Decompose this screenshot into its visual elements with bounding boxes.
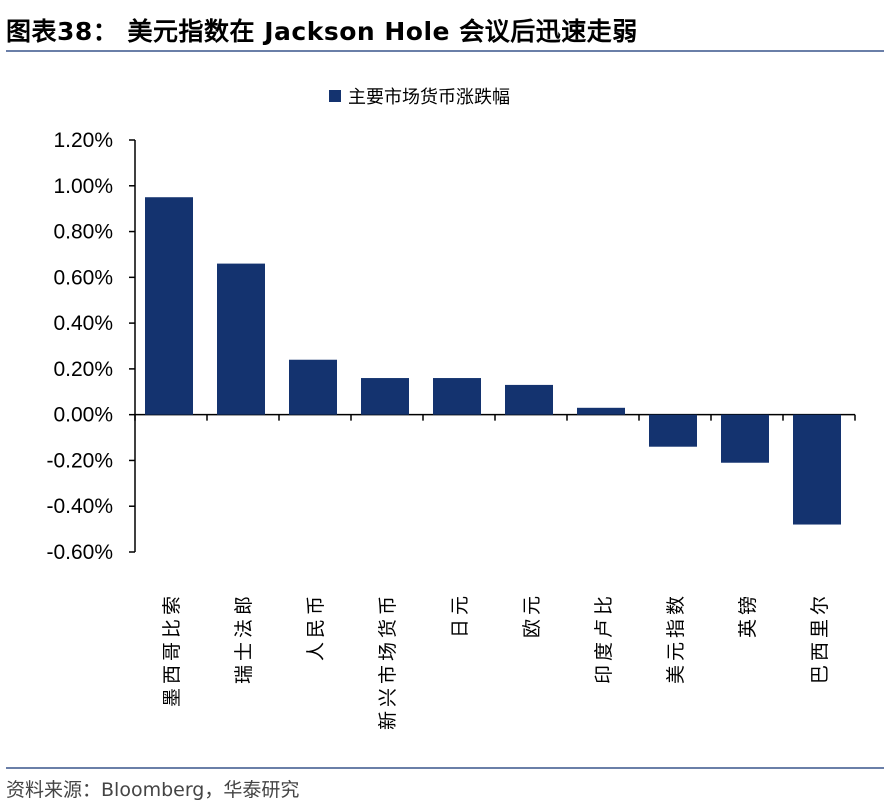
bottom-divider: [6, 767, 884, 769]
category-label: 新兴市场货币: [377, 592, 399, 730]
bar-10: [793, 414, 841, 525]
y-tick-label: 0.80%: [53, 221, 113, 244]
category-label: 欧元: [521, 592, 543, 638]
category-label: 日元: [449, 592, 471, 638]
y-tick-label: 0.20%: [53, 358, 113, 381]
y-tick-label: 0.00%: [53, 404, 113, 427]
bar-8: [649, 414, 697, 447]
bar-6: [505, 384, 553, 415]
y-tick-label: -0.60%: [46, 541, 113, 564]
bar-4: [361, 378, 409, 415]
y-tick-label: 0.40%: [53, 312, 113, 335]
figure-title: 图表38： 美元指数在 Jackson Hole 会议后迅速走弱: [6, 17, 638, 46]
top-divider: [6, 50, 884, 52]
y-tick-label: 0.60%: [53, 266, 113, 289]
category-label: 瑞士法郎: [233, 592, 255, 684]
legend-swatch: [329, 90, 341, 102]
category-label: 印度卢比: [593, 592, 615, 684]
category-label: 巴西里尔: [809, 592, 831, 684]
legend-label: 主要市场货币涨跌幅: [348, 87, 510, 108]
category-label: 美元指数: [665, 592, 687, 684]
category-label: 人民币: [305, 592, 327, 661]
source-note: 资料来源：Bloomberg，华泰研究: [6, 779, 300, 801]
legend: 主要市场货币涨跌幅: [329, 87, 510, 108]
y-tick-label: -0.20%: [46, 449, 113, 472]
y-tick-label: -0.40%: [46, 495, 113, 518]
bar-7: [577, 407, 625, 415]
bar-5: [433, 378, 481, 415]
bar-3: [289, 359, 337, 415]
y-tick-label: 1.00%: [53, 175, 113, 198]
y-tick-label: 1.20%: [53, 129, 113, 152]
category-label: 墨西哥比索: [161, 592, 183, 707]
bar-2: [217, 263, 265, 415]
category-label: 英镑: [737, 592, 759, 638]
bar-9: [721, 414, 769, 463]
bar-1: [145, 197, 193, 415]
